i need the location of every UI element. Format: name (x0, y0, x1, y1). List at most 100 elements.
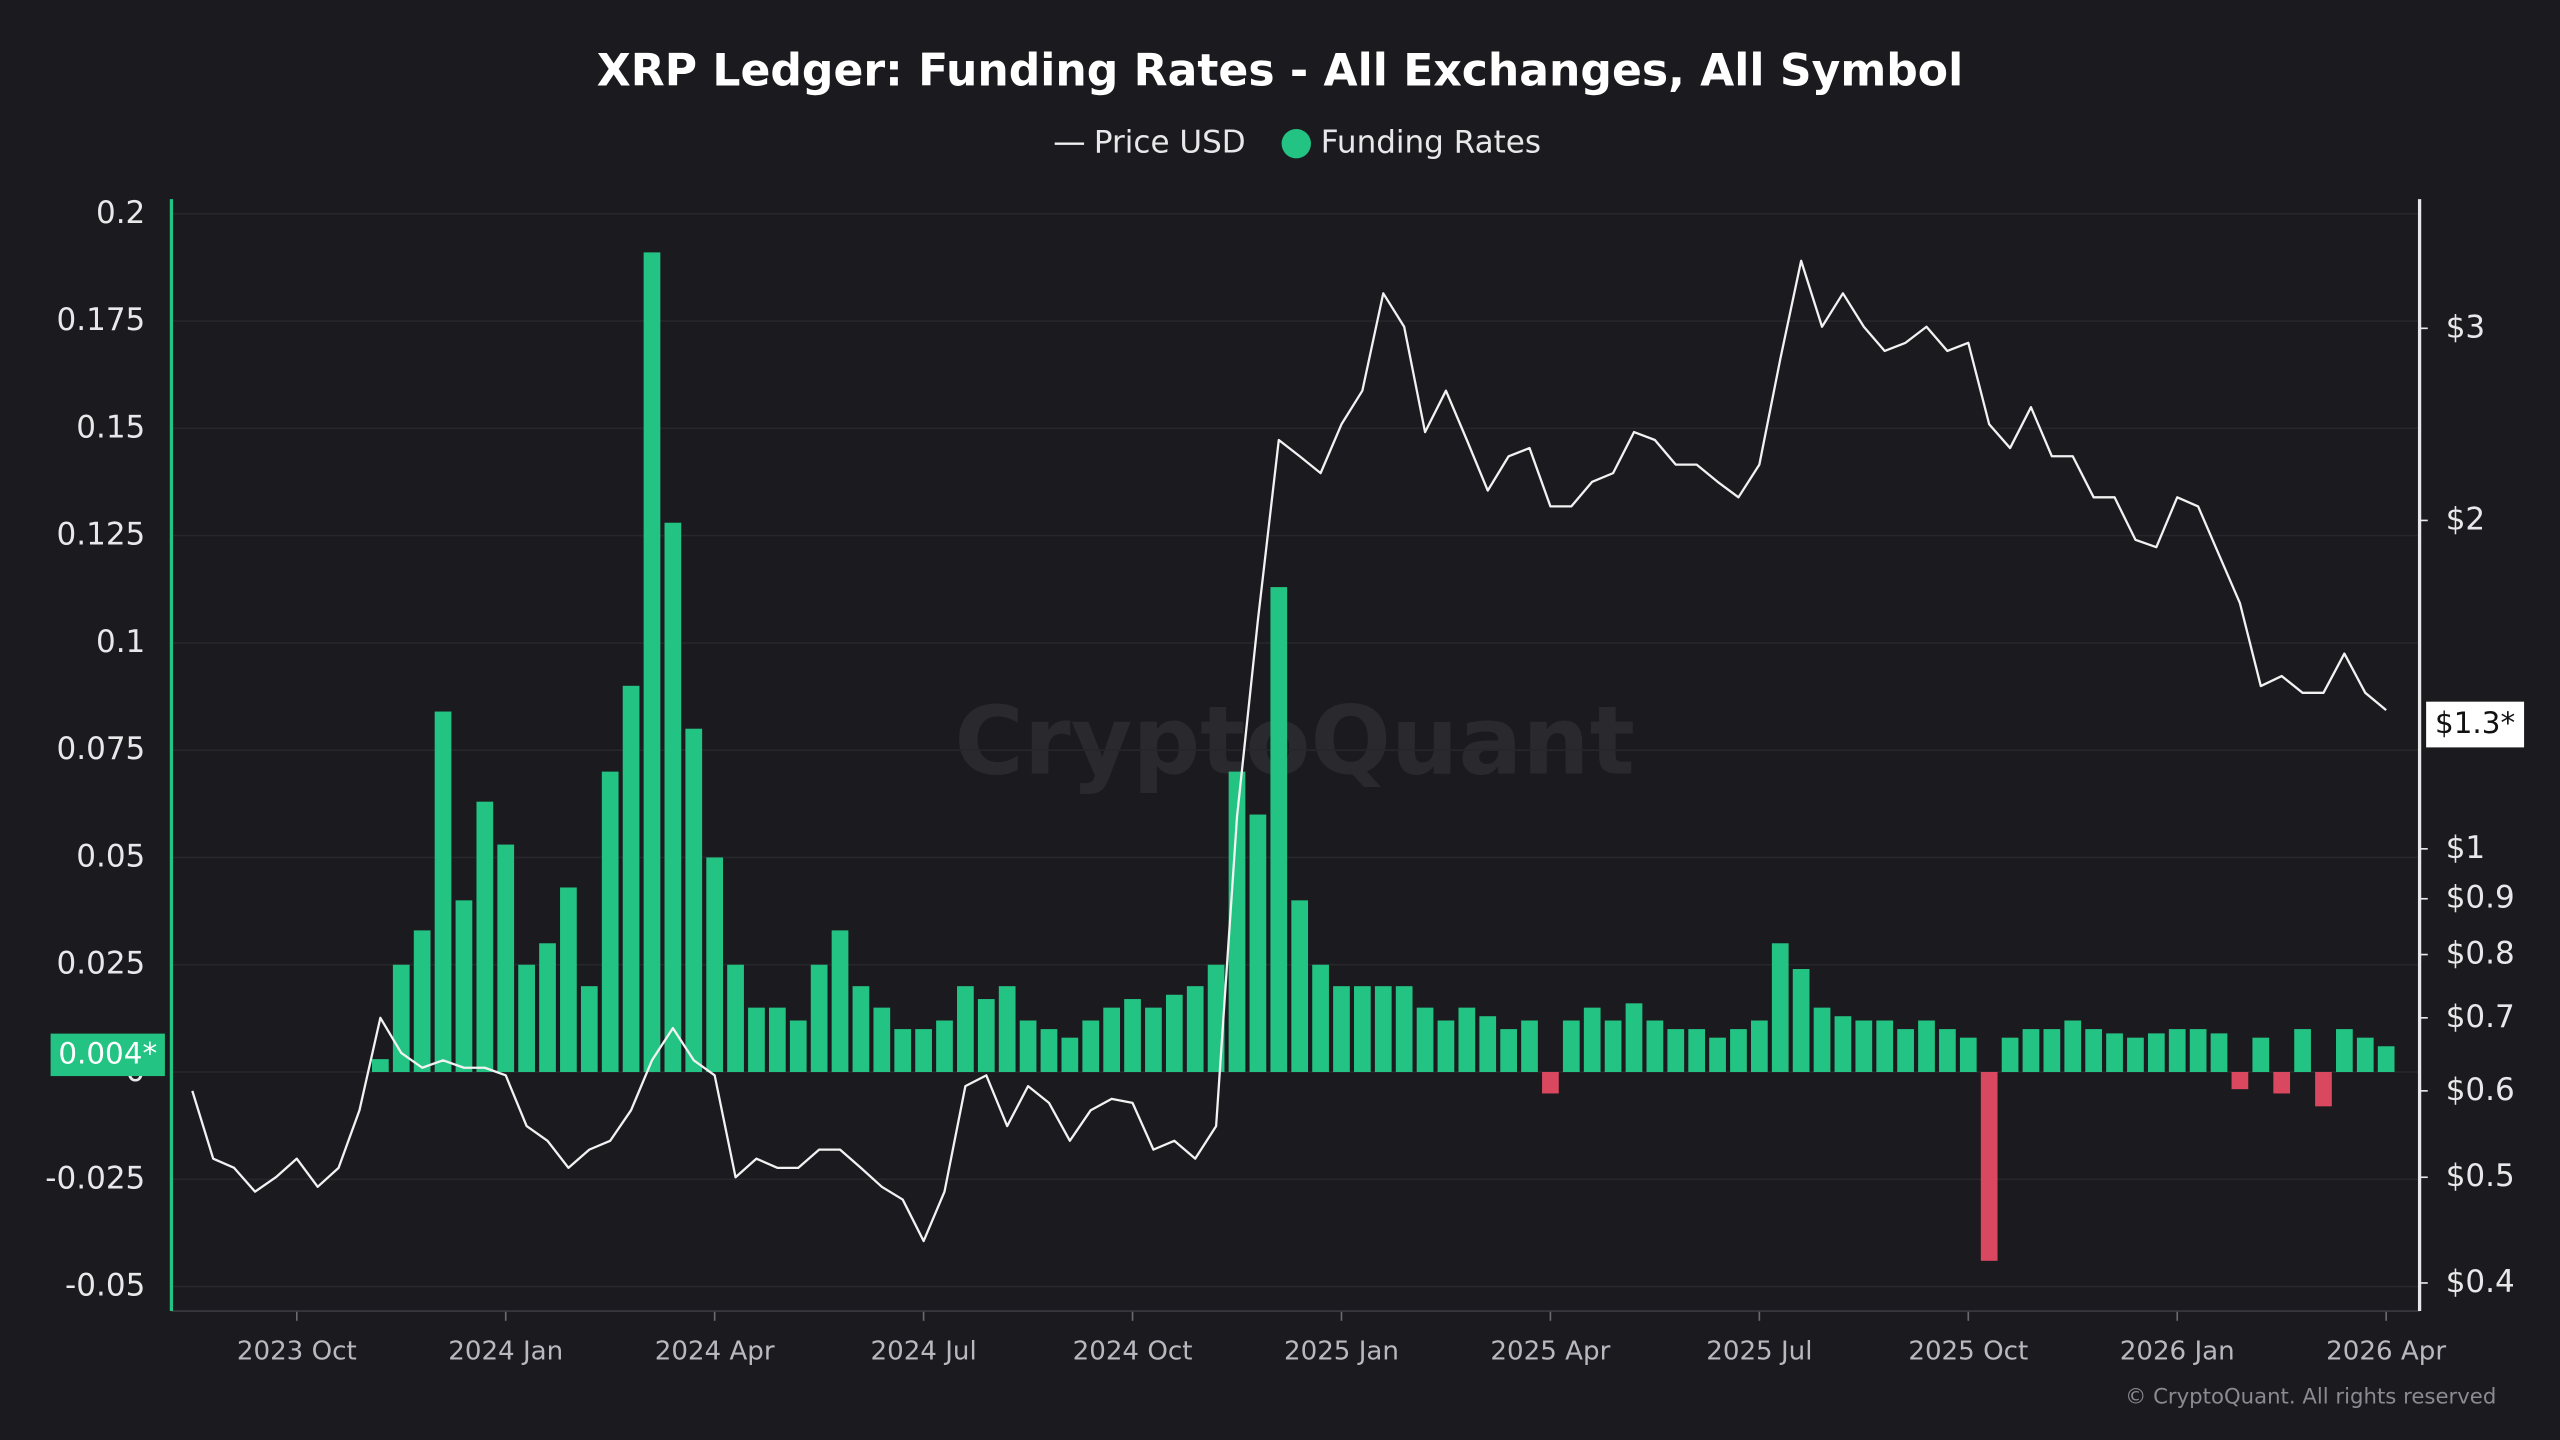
y2-tick-label: $0.5 (2446, 1158, 2515, 1194)
funding-bar (748, 1007, 765, 1073)
funding-bar (1771, 943, 1789, 1073)
y2-tick-label: $0.8 (2446, 936, 2515, 972)
funding-bar (1521, 1020, 1538, 1073)
y2-tick-label: $0.4 (2446, 1264, 2515, 1300)
x-tick-label: 2024 Jul (870, 1336, 976, 1366)
funding-bar (936, 1020, 953, 1073)
funding-bar (1103, 1007, 1121, 1073)
y-tick-label: 0.125 (57, 517, 146, 553)
y-tick-label: 0.175 (57, 302, 146, 338)
y2-tick-label: $0.9 (2446, 880, 2515, 916)
y-tick-label: 0.15 (76, 409, 145, 445)
x-tick-label: 2026 Jan (2120, 1336, 2235, 1366)
last-value-box (50, 1033, 165, 1077)
funding-bar (1834, 1016, 1852, 1073)
funding-bar (977, 999, 995, 1073)
funding-bar (1040, 1029, 1058, 1073)
funding-bar (560, 887, 577, 1073)
funding-bar (1458, 1007, 1476, 1073)
funding-bar (1625, 1003, 1643, 1073)
funding-bar (643, 252, 661, 1073)
funding-bar (768, 1007, 786, 1073)
funding-bar (2064, 1020, 2082, 1073)
funding-bar (539, 943, 556, 1073)
funding-bar (601, 771, 619, 1073)
funding-bar (1165, 994, 1183, 1073)
funding-bar (455, 900, 473, 1073)
last-price-box (2426, 701, 2525, 748)
y2-tick-label: $1 (2446, 830, 2485, 866)
funding-bar (2147, 1033, 2165, 1073)
y-tick-label: -0.05 (65, 1268, 145, 1304)
y-tick-label: 0.05 (76, 838, 145, 874)
funding-bar (1145, 1007, 1162, 1073)
funding-bar (1291, 900, 1309, 1073)
funding-bar (957, 986, 974, 1073)
funding-bar (1813, 1007, 1831, 1073)
x-tick-label: 2026 Apr (2326, 1336, 2446, 1366)
y2-tick-label: $2 (2446, 501, 2485, 537)
funding-bar (1374, 986, 1392, 1073)
funding-bar (2294, 1029, 2311, 1073)
funding-bar (580, 986, 598, 1073)
funding-bar (1897, 1029, 1914, 1073)
funding-bar (2336, 1029, 2353, 1073)
funding-bar (1688, 1029, 1706, 1073)
funding-bar (2106, 1033, 2123, 1073)
funding-bar (1228, 771, 1246, 1073)
y2-tick-label: $3 (2446, 309, 2485, 345)
funding-bar (1061, 1037, 1079, 1073)
y-tick-label: -0.025 (45, 1160, 145, 1196)
y-tick-label: 0.025 (57, 946, 146, 982)
funding-bar (1416, 1007, 1434, 1073)
funding-bar (706, 857, 724, 1073)
x-tick-label: 2023 Oct (237, 1336, 357, 1366)
funding-bar (2085, 1029, 2103, 1073)
funding-bar (2001, 1037, 2019, 1073)
funding-bar (1939, 1029, 1956, 1073)
x-tick-label: 2025 Jan (1284, 1336, 1399, 1366)
funding-bar (1270, 587, 1288, 1073)
funding-bar (622, 685, 640, 1073)
funding-bar (1479, 1016, 1497, 1073)
funding-bar (1918, 1020, 1935, 1073)
funding-bar (1207, 964, 1225, 1073)
funding-bar (831, 930, 849, 1073)
funding-bar (2273, 1072, 2291, 1094)
funding-bar (727, 964, 744, 1073)
funding-bar (1542, 1072, 1559, 1094)
chart-title: XRP Ledger: Funding Rates - All Exchange… (597, 45, 1963, 96)
funding-bar (1646, 1020, 1664, 1073)
funding-bar (664, 522, 682, 1073)
funding-bar (1312, 964, 1329, 1073)
funding-bar (497, 844, 515, 1073)
price-line (191, 259, 2387, 1243)
watermark: CryptoQuant (954, 687, 1634, 797)
funding-bar (1124, 999, 1141, 1073)
funding-bar (1604, 1020, 1622, 1073)
y-tick-label: 0.1 (96, 624, 145, 660)
funding-bar (372, 1059, 389, 1073)
funding-bar (894, 1029, 912, 1073)
funding-bar (1876, 1020, 1894, 1073)
footer: © CryptoQuant. All rights reserved (2125, 1385, 2496, 1410)
funding-bar (1667, 1029, 1685, 1073)
legend-label: Funding Rates (1321, 125, 1541, 161)
funding-bar (434, 711, 452, 1073)
funding-bar (1750, 1020, 1768, 1073)
funding-bar (1333, 986, 1350, 1073)
funding-bar (2127, 1037, 2144, 1073)
funding-bar (998, 986, 1016, 1073)
y-tick-label: 0.075 (57, 731, 146, 767)
funding-bar (1249, 814, 1267, 1073)
x-tick-label: 2024 Jan (448, 1336, 563, 1366)
funding-bar (1395, 986, 1413, 1073)
last-price-label: $1.3* (2435, 706, 2515, 740)
funding-bar (789, 1020, 807, 1073)
funding-bar (1709, 1037, 1726, 1073)
x-tick-label: 2024 Apr (655, 1336, 775, 1366)
funding-bar (1354, 986, 1371, 1073)
x-tick-label: 2025 Jul (1706, 1336, 1812, 1366)
funding-bar (2231, 1072, 2249, 1090)
